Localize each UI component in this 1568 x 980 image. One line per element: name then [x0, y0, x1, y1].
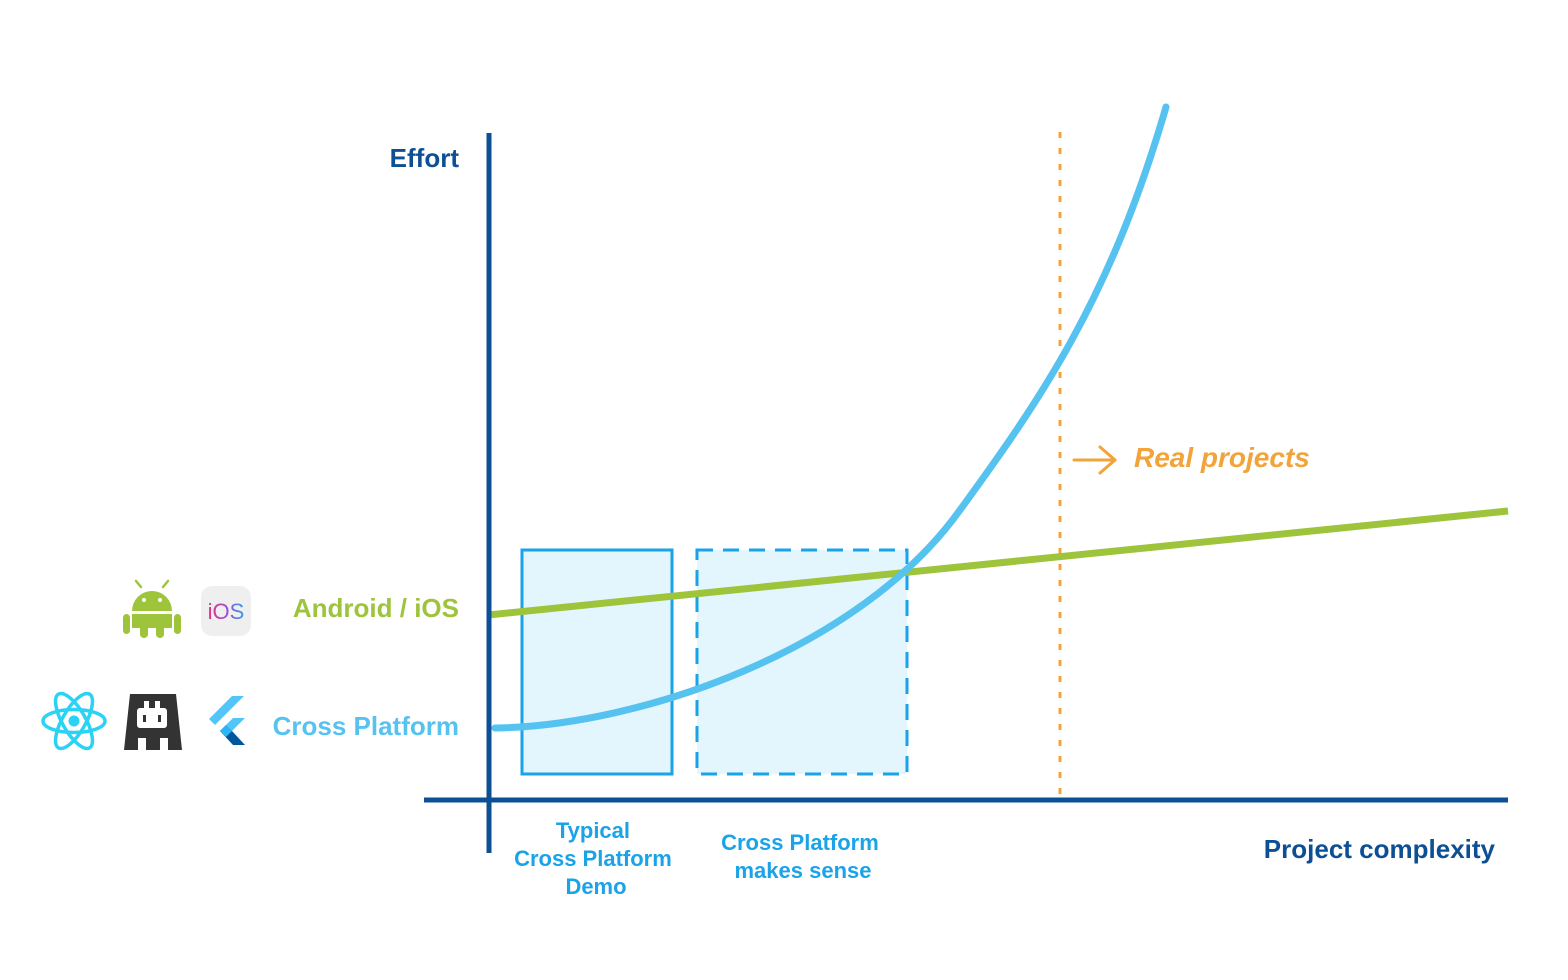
x-axis-label: Project complexity: [1264, 834, 1496, 864]
native-line-label: Android / iOS: [293, 593, 459, 623]
react-icon: [41, 691, 107, 751]
demo-region-box: [520, 548, 674, 776]
demo-caption-line-1: Typical: [556, 818, 630, 843]
android-icon: [123, 579, 181, 638]
demo-region-caption: Typical Cross Platform Demo: [514, 818, 678, 899]
ios-icon: iOS: [201, 586, 251, 636]
flutter-icon: [209, 696, 245, 745]
arrow-right-icon: [1072, 445, 1117, 475]
cross-platform-line-label: Cross Platform: [273, 711, 459, 741]
ios-icon-text: iOS: [208, 599, 245, 624]
sense-caption-line-1: Cross Platform: [721, 830, 879, 855]
demo-caption-line-3: Demo: [565, 874, 626, 899]
demo-caption-line-2: Cross Platform: [514, 846, 672, 871]
y-axis-label: Effort: [390, 143, 460, 173]
native-line: [487, 507, 1509, 619]
sense-region-caption: Cross Platform makes sense: [721, 830, 885, 883]
sense-caption-line-2: makes sense: [735, 858, 872, 883]
cordova-icon: [124, 694, 182, 750]
real-projects-label: Real projects: [1134, 442, 1310, 473]
cross-platform-curve: [491, 103, 1170, 732]
